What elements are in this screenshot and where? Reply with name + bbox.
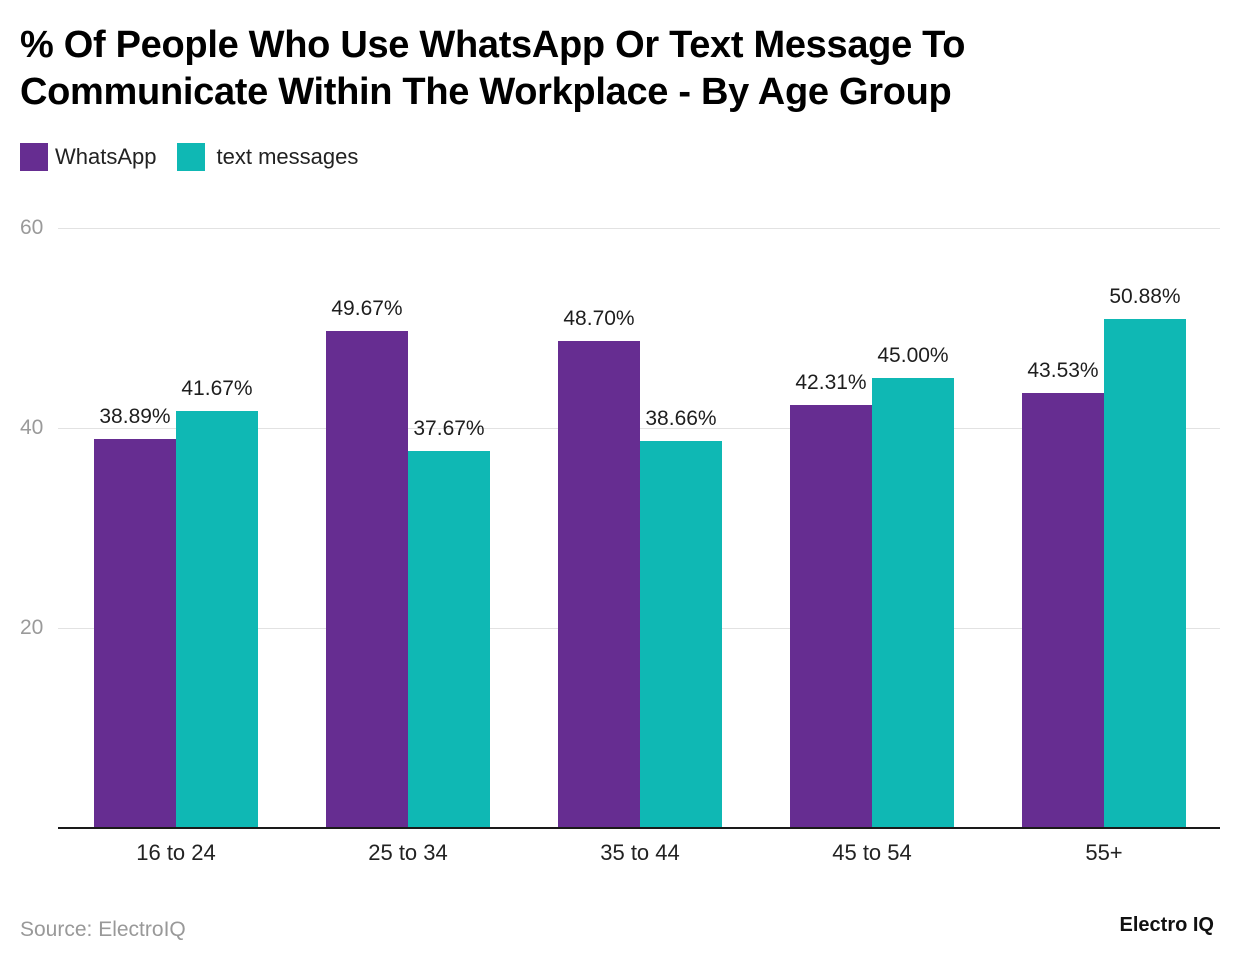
bar-text-2[interactable] — [640, 441, 722, 828]
bar-label-whatsapp-3: 42.31% — [795, 370, 867, 394]
x-tick-55-plus: 55+ — [1085, 840, 1123, 865]
chart-title-line-2: Communicate Within The Workplace - By Ag… — [20, 71, 952, 113]
bar-label-text-4: 50.88% — [1109, 285, 1181, 309]
bar-whatsapp-1[interactable] — [326, 331, 408, 828]
bar-label-whatsapp-4: 43.53% — [1027, 358, 1099, 382]
x-tick-25-34: 25 to 34 — [368, 840, 448, 865]
legend-item-whatsapp[interactable]: WhatsApp — [20, 143, 157, 171]
bar-whatsapp-2[interactable] — [558, 341, 640, 828]
brand-logo: Electro IQ — [1119, 914, 1214, 936]
source-note: Source: ElectroIQ — [20, 918, 186, 941]
legend-swatch-text-messages — [176, 143, 205, 171]
bar-label-whatsapp-2: 48.70% — [563, 307, 635, 330]
bar-label-whatsapp-0: 38.89% — [99, 405, 171, 429]
legend-label-whatsapp: WhatsApp — [55, 144, 157, 169]
legend-label-text-messages: text messages — [216, 144, 359, 169]
gridline-60 — [58, 228, 1220, 229]
y-tick-60: 60 — [20, 216, 44, 239]
bar-label-whatsapp-1: 49.67% — [331, 297, 403, 321]
y-tick-40: 40 — [20, 416, 44, 439]
chart-title-line-1: % Of People Who Use WhatsApp Or Text Mes… — [20, 24, 966, 66]
bar-text-0[interactable] — [176, 411, 258, 828]
bar-label-text-3: 45.00% — [877, 344, 949, 367]
legend-swatch-whatsapp — [20, 143, 48, 171]
bar-whatsapp-4[interactable] — [1022, 392, 1104, 828]
bar-text-4[interactable] — [1104, 319, 1186, 828]
bar-label-text-1: 37.67% — [413, 417, 485, 441]
y-tick-20: 20 — [20, 616, 44, 639]
bar-label-text-2: 38.66% — [645, 407, 717, 431]
bar-label-text-0: 41.67% — [181, 377, 253, 401]
x-tick-35-44: 35 to 44 — [600, 840, 680, 865]
chart-title: % Of People Who Use WhatsApp Or Text Mes… — [20, 22, 1220, 116]
x-tick-16-24: 16 to 24 — [136, 840, 216, 865]
legend-item-text-messages[interactable]: text messages — [176, 143, 359, 171]
bar-whatsapp-0[interactable] — [94, 439, 176, 828]
bar-whatsapp-3[interactable] — [790, 404, 872, 828]
x-tick-45-54: 45 to 54 — [832, 840, 912, 865]
bar-text-1[interactable] — [408, 451, 490, 828]
chart-legend: WhatsApp text messages — [20, 143, 378, 171]
x-axis-line — [58, 827, 1220, 829]
bar-text-3[interactable] — [872, 378, 954, 828]
